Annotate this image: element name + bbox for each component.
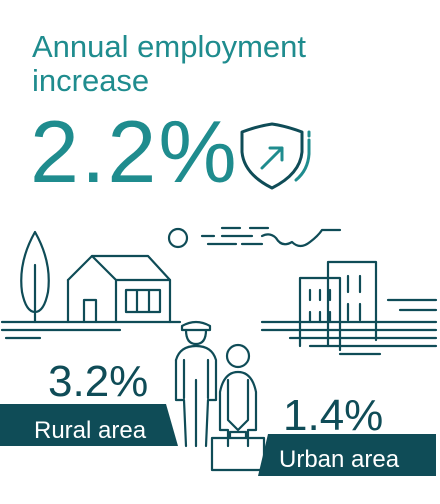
headline-line1: Annual employment [32,29,306,64]
headline: Annual employment increase [32,30,352,98]
urban-increase-value: 1.4% [283,391,384,440]
tree-icon [20,230,50,324]
sun-icon [167,227,189,249]
cloud-icon [200,226,342,248]
urban-banner [258,434,436,476]
urban-area-label: Urban area [279,446,400,473]
overall-increase-value: 2.2% [30,102,239,201]
rural-area-label: Rural area [34,417,147,444]
headline-line2: increase [32,63,150,98]
shield-arrow-icon [240,122,311,190]
house-icon [66,254,172,324]
child-person-icon [218,343,258,448]
briefcase-icon [210,430,266,472]
adult-person-icon [174,320,218,448]
rural-increase-value: 3.2% [48,357,149,406]
rural-banner [0,404,178,446]
buildings-icon [260,260,438,356]
